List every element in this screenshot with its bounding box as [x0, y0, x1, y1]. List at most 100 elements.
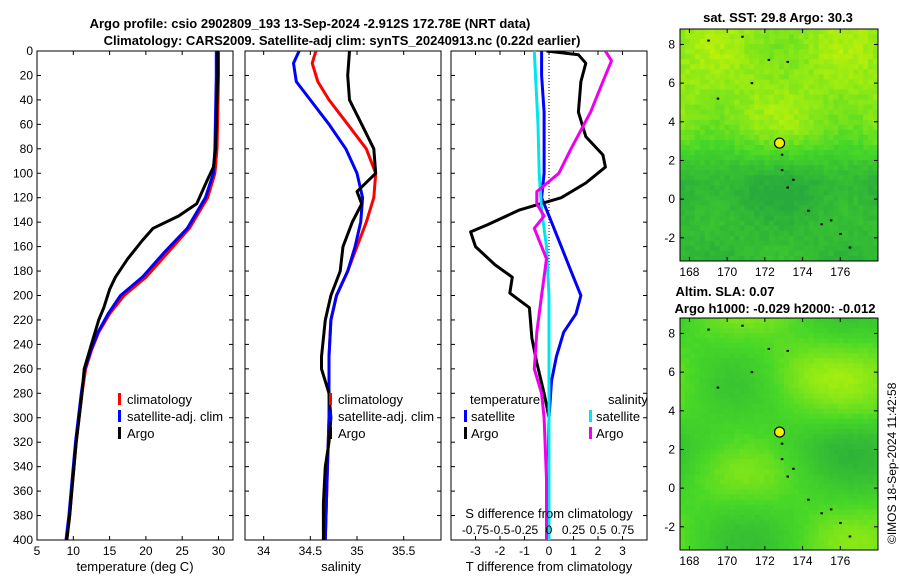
heatmap-cell	[680, 393, 686, 400]
heatmap-cell	[813, 398, 819, 405]
heatmap-cell	[818, 318, 824, 324]
heatmap-cell	[783, 539, 790, 546]
heatmap-cell	[689, 165, 696, 171]
heatmap-cell	[769, 534, 775, 541]
heatmap-cell	[803, 494, 810, 500]
heatmap-cell	[739, 109, 745, 116]
heatmap-cell	[714, 84, 720, 90]
heatmap-cell	[828, 484, 834, 490]
heatmap-cell	[684, 479, 691, 485]
depth-tick-label: 360	[13, 484, 33, 498]
heatmap-cell	[689, 318, 696, 324]
heatmap-cell	[729, 170, 735, 176]
heatmap-cell	[788, 534, 795, 541]
heatmap-cell	[714, 225, 720, 232]
heatmap-cell	[694, 413, 701, 420]
heatmap-cell	[704, 408, 711, 415]
heatmap-cell	[838, 94, 844, 101]
heatmap-cell	[779, 439, 785, 445]
heatmap-cell	[680, 368, 686, 374]
heatmap-cell	[838, 469, 844, 475]
heatmap-cell	[838, 333, 844, 339]
heatmap-cell	[843, 413, 849, 420]
heatmap-cell	[858, 74, 864, 80]
heatmap-cell	[783, 180, 790, 186]
heatmap-cell	[779, 343, 785, 349]
heatmap-cell	[744, 99, 750, 106]
heatmap-cell	[729, 255, 735, 261]
heatmap-cell	[788, 150, 795, 156]
heatmap-cell	[719, 434, 725, 440]
heatmap-cell	[853, 428, 859, 435]
heatmap-cell	[808, 79, 815, 85]
heatmap-cell	[858, 225, 864, 232]
heatmap-cell	[704, 245, 711, 252]
heatmap-cell	[759, 220, 765, 227]
heatmap-cell	[754, 124, 760, 131]
heatmap-cell	[788, 373, 795, 379]
heatmap-cell	[714, 245, 720, 252]
heatmap-cell	[788, 245, 795, 252]
heatmap-cell	[774, 509, 780, 516]
heatmap-cell	[808, 84, 815, 90]
heatmap-cell	[734, 175, 740, 181]
heatmap-cell	[818, 534, 824, 541]
map-y-tick-label: 2	[668, 442, 675, 456]
heatmap-cell	[793, 539, 800, 546]
heatmap-cell	[868, 139, 874, 146]
heatmap-cell	[709, 250, 716, 257]
heatmap-cell	[783, 175, 790, 181]
heatmap-cell	[694, 534, 701, 541]
island-marker	[786, 60, 789, 63]
heatmap-cell	[783, 464, 790, 470]
heatmap-cell	[818, 539, 824, 546]
heatmap-cell	[724, 145, 730, 151]
heatmap-cell	[808, 235, 815, 242]
heatmap-cell	[873, 240, 878, 247]
heatmap-cell	[828, 34, 834, 40]
heatmap-cell	[833, 358, 839, 364]
heatmap-cell	[798, 79, 805, 85]
heatmap-cell	[719, 165, 725, 171]
heatmap-cell	[813, 514, 819, 521]
heatmap-cell	[863, 393, 869, 400]
heatmap-cell	[823, 64, 829, 70]
heatmap-cell	[704, 439, 711, 445]
heatmap-cell	[729, 529, 735, 536]
heatmap-cell	[689, 44, 696, 50]
heatmap-cell	[798, 469, 805, 475]
heatmap-cell	[689, 94, 696, 101]
heatmap-cell	[793, 524, 800, 531]
heatmap-cell	[724, 165, 730, 171]
heatmap-cell	[813, 323, 819, 329]
heatmap-cell	[803, 39, 810, 45]
heatmap-cell	[828, 348, 834, 354]
heatmap-cell	[774, 29, 780, 35]
heatmap-cell	[719, 79, 725, 85]
heatmap-cell	[828, 378, 834, 384]
heatmap-cell	[828, 524, 834, 531]
heatmap-cell	[843, 150, 849, 156]
legend-label-argo: Argo	[338, 426, 365, 441]
heatmap-cell	[818, 240, 824, 247]
heatmap-cell	[744, 89, 750, 95]
heatmap-cell	[803, 190, 810, 196]
heatmap-cell	[764, 529, 770, 536]
heatmap-cell	[788, 514, 795, 521]
heatmap-cell	[858, 444, 864, 450]
heatmap-cell	[769, 378, 775, 384]
sla-map-title-line1: Altim. SLA: 0.07	[676, 284, 775, 299]
heatmap-cell	[754, 99, 760, 106]
heatmap-cell	[759, 94, 765, 101]
heatmap-cell	[704, 230, 711, 237]
heatmap-cell	[714, 413, 720, 420]
heatmap-cell	[823, 489, 829, 495]
s-difference-tick-label: 0.25	[562, 523, 586, 537]
heatmap-cell	[739, 454, 745, 460]
heatmap-cell	[739, 210, 745, 217]
heatmap-cell	[813, 524, 819, 531]
heatmap-cell	[684, 205, 691, 211]
heatmap-cell	[724, 413, 730, 420]
heatmap-cell	[684, 220, 691, 227]
heatmap-cell	[858, 215, 864, 222]
